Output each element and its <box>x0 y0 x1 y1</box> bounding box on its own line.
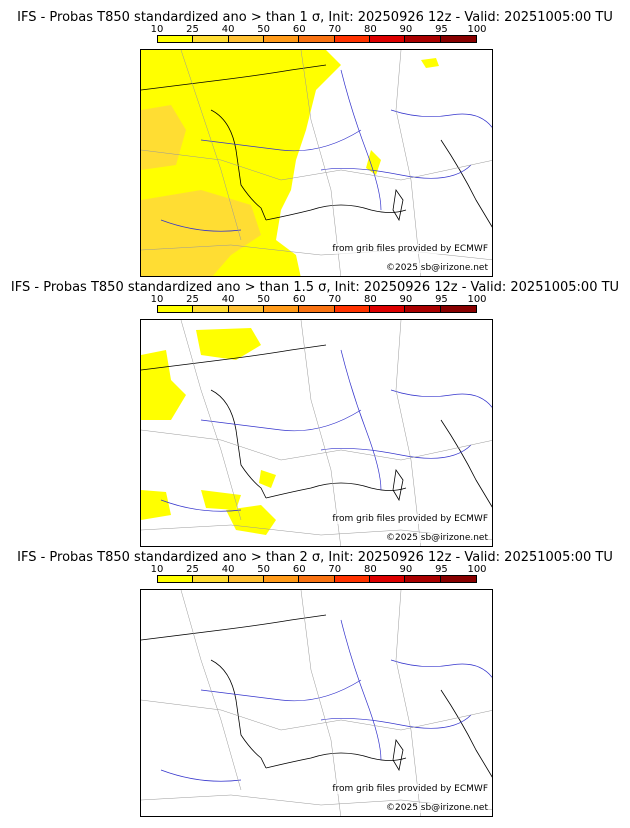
coastline <box>141 614 492 778</box>
copyright-credit: ©2025 sb@irizone.net <box>386 803 488 813</box>
probability-map: from grib files provided by ECMWF ©2025 … <box>140 589 493 817</box>
copyright-credit: ©2025 sb@irizone.net <box>386 533 488 543</box>
colorbar-segment <box>228 306 264 312</box>
coastline <box>141 64 492 228</box>
colorbar-labels: 10 25 40 50 60 70 80 90 95 100 <box>151 294 487 306</box>
borders <box>141 320 492 546</box>
colorbar-tick-label: 10 <box>150 294 164 305</box>
colorbar-segment <box>263 306 300 312</box>
coastline <box>141 344 492 508</box>
colorbar-tick-label: 90 <box>399 294 413 305</box>
colorbar-segment <box>158 36 194 42</box>
colorbar-tick-label: 90 <box>399 564 413 575</box>
colorbar-tick-label: 100 <box>467 294 487 305</box>
panel-title: IFS - Probas T850 standardized ano > tha… <box>10 280 620 295</box>
colorbar-tick-label: 40 <box>221 24 235 35</box>
source-credit: from grib files provided by ECMWF <box>332 784 488 794</box>
colorbar-segment <box>369 36 406 42</box>
colorbar <box>157 575 477 583</box>
map-graphic <box>141 590 492 816</box>
colorbar-tick-label: 50 <box>257 24 271 35</box>
map-panel-1: IFS - Probas T850 standardized ano > tha… <box>0 0 630 277</box>
colorbar-segment <box>228 36 264 42</box>
colorbar <box>157 35 477 43</box>
probability-map: from grib files provided by ECMWF ©2025 … <box>140 49 493 277</box>
colorbar-segment <box>158 576 194 582</box>
colorbar-tick-label: 50 <box>257 564 271 575</box>
rivers <box>160 619 492 782</box>
colorbar-tick-label: 25 <box>186 294 199 305</box>
colorbar-segment <box>193 36 229 42</box>
colorbar-segment <box>369 576 406 582</box>
colorbar-segment <box>193 576 229 582</box>
colorbar-segment <box>405 306 441 312</box>
colorbar-labels: 10 25 40 50 60 70 80 90 95 100 <box>151 564 487 576</box>
rivers <box>160 349 492 512</box>
probability-fill <box>141 328 276 535</box>
colorbar-tick-label: 25 <box>186 564 199 575</box>
map-panel-3: IFS - Probas T850 standardized ano > tha… <box>0 540 630 817</box>
colorbar-segment <box>299 576 335 582</box>
colorbar-tick-label: 95 <box>435 564 448 575</box>
colorbar-tick-label: 100 <box>467 24 487 35</box>
colorbar-segment <box>334 36 370 42</box>
colorbar-segment <box>405 576 441 582</box>
colorbar-segment <box>440 306 476 312</box>
probability-fill <box>141 50 439 276</box>
panel-title: IFS - Probas T850 standardized ano > tha… <box>17 10 613 25</box>
map-panel-2: IFS - Probas T850 standardized ano > tha… <box>0 270 630 547</box>
colorbar-tick-label: 80 <box>363 564 377 575</box>
colorbar-tick-label: 60 <box>292 24 306 35</box>
colorbar-tick-label: 70 <box>328 294 342 305</box>
colorbar-tick-label: 80 <box>363 294 377 305</box>
colorbar-segment <box>299 306 335 312</box>
rivers <box>160 69 492 232</box>
colorbar-segment <box>334 576 370 582</box>
colorbar-segment <box>193 306 229 312</box>
copyright-credit: ©2025 sb@irizone.net <box>386 263 488 273</box>
colorbar-tick-label: 10 <box>150 564 164 575</box>
probability-map: from grib files provided by ECMWF ©2025 … <box>140 319 493 547</box>
map-graphic <box>141 50 492 276</box>
colorbar-tick-label: 60 <box>292 564 306 575</box>
panel-title: IFS - Probas T850 standardized ano > tha… <box>17 550 613 565</box>
colorbar-tick-label: 90 <box>399 24 413 35</box>
colorbar-tick-label: 95 <box>435 24 448 35</box>
colorbar-segment <box>334 306 370 312</box>
colorbar-segment <box>299 36 335 42</box>
colorbar-segment <box>440 36 476 42</box>
colorbar-segment <box>263 36 300 42</box>
map-graphic <box>141 320 492 546</box>
colorbar-labels: 10 25 40 50 60 70 80 90 95 100 <box>151 24 487 36</box>
colorbar-segment <box>440 576 476 582</box>
colorbar-tick-label: 10 <box>150 24 164 35</box>
colorbar-tick-label: 50 <box>257 294 271 305</box>
colorbar-segment <box>263 576 300 582</box>
colorbar-tick-label: 60 <box>292 294 306 305</box>
colorbar-tick-label: 80 <box>363 24 377 35</box>
colorbar-tick-label: 100 <box>467 564 487 575</box>
colorbar-segment <box>405 36 441 42</box>
colorbar-segment <box>369 306 406 312</box>
source-credit: from grib files provided by ECMWF <box>332 514 488 524</box>
colorbar-tick-label: 95 <box>435 294 448 305</box>
colorbar <box>157 305 477 313</box>
colorbar-segment <box>228 576 264 582</box>
colorbar-tick-label: 25 <box>186 24 199 35</box>
colorbar-segment <box>158 306 194 312</box>
colorbar-tick-label: 40 <box>221 294 235 305</box>
borders <box>141 590 492 816</box>
colorbar-tick-label: 70 <box>328 564 342 575</box>
source-credit: from grib files provided by ECMWF <box>332 244 488 254</box>
colorbar-tick-label: 70 <box>328 24 342 35</box>
colorbar-tick-label: 40 <box>221 564 235 575</box>
